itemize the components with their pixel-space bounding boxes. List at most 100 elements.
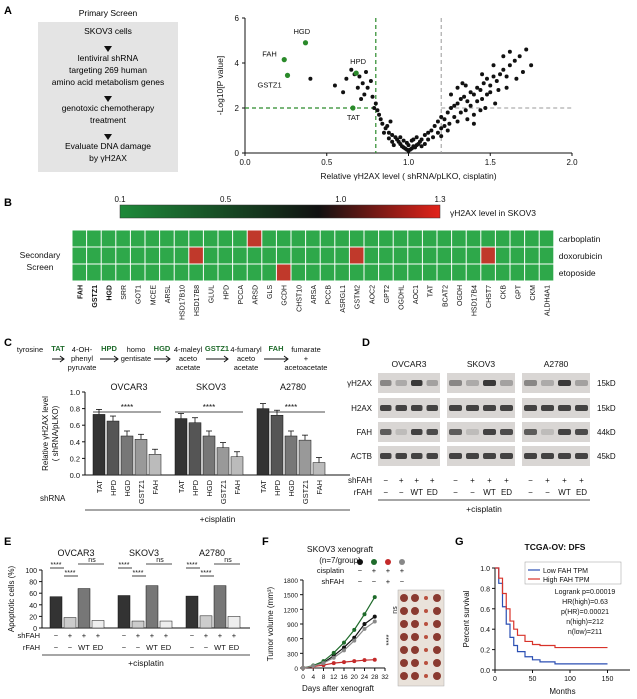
data-point (380, 121, 385, 126)
blot-shfah-sign: − (383, 476, 388, 485)
sig-label: ns (156, 557, 164, 564)
sig-label: **** (203, 403, 215, 412)
data-point (363, 70, 368, 74)
blot-shfah-sign: − (453, 476, 458, 485)
data-point (475, 99, 480, 104)
data-point (471, 112, 476, 117)
bar (117, 595, 131, 629)
data-point (498, 72, 503, 77)
shfah-sign: + (68, 631, 73, 640)
blot-rfah-sign: WT (411, 488, 424, 497)
blot-cell-title: SKOV3 (467, 359, 496, 369)
data-point (465, 117, 470, 122)
legend-sign: + (386, 577, 391, 586)
screen-step-shrna-1: lentiviral shRNA (78, 53, 139, 63)
y-tick-label: 0.4 (480, 627, 490, 634)
blot-strip (378, 398, 440, 418)
tumor-sample (433, 646, 441, 654)
tumor-sample (411, 646, 419, 654)
heatmap-gene-label: GSTM2 (355, 285, 362, 309)
blot-band (380, 429, 392, 435)
data-point (463, 108, 468, 113)
heatmap-gene-label: CKB (501, 285, 508, 300)
y-tick-label: 0.8 (480, 586, 490, 593)
x-tick-label: 4 (311, 674, 315, 681)
heatmap-row-label: etoposide (559, 268, 596, 278)
growth-point (331, 650, 336, 655)
data-point (452, 115, 457, 119)
scale-tick-label: 0.1 (114, 195, 126, 204)
data-point (439, 134, 444, 139)
heatmap-row-label: carboplatin (559, 234, 601, 244)
growth-point (342, 648, 346, 653)
data-point (419, 144, 424, 149)
data-point (491, 63, 496, 68)
y-axis-title: ( shRNA/pLKO) (51, 405, 60, 461)
category-label: FAH (233, 480, 242, 495)
data-point (388, 119, 393, 124)
y-tick-label: 0 (33, 626, 37, 633)
heatmap-gene-label: OGDHL (399, 285, 406, 310)
data-point (514, 76, 519, 81)
data-point (341, 90, 346, 95)
pathway-metabolite: acetate (234, 363, 259, 372)
data-point (370, 94, 375, 99)
side-label-1: Secondary (20, 250, 61, 260)
x-tick-label: 28 (371, 674, 379, 681)
y-tick-label: 0 (294, 666, 298, 673)
group-title: SKOV3 (196, 382, 226, 392)
data-point (463, 83, 468, 88)
screen-title: Primary Screen (79, 8, 138, 18)
bar (174, 418, 188, 476)
data-point (439, 115, 444, 119)
growth-point (342, 660, 346, 665)
highlight-label: FAH (262, 50, 277, 59)
blot-rfah-sign: WT (558, 488, 571, 497)
growth-point (301, 666, 305, 670)
data-point (458, 97, 463, 101)
y-axis-title: Tumor volume (mm³) (266, 586, 275, 661)
x-tick-label: 0.0 (239, 158, 251, 167)
heatmap-gene-label: ARSD (253, 285, 260, 304)
blot-rfah-sign: ED (501, 488, 512, 497)
pathway-metabolite: aceto (179, 354, 197, 363)
blot-rfah-sign: ED (576, 488, 587, 497)
blot-shfah-sign: + (562, 476, 567, 485)
data-point (529, 63, 534, 68)
x-tick-label: 12 (330, 674, 338, 681)
growth-line (302, 596, 376, 669)
data-point (504, 85, 509, 90)
pathway-metabolite: 4-OH- (72, 345, 93, 354)
data-point (357, 74, 362, 79)
heatmap-gene-label: ASRGL1 (340, 285, 347, 313)
tumor-sample (433, 607, 441, 615)
x-axis-title: Months (549, 687, 575, 696)
blot-band (380, 405, 392, 411)
category-label: GSTZ1 (137, 480, 146, 504)
tumor-sample (424, 635, 428, 639)
blot-band (558, 405, 571, 411)
growth-point (331, 655, 336, 660)
legend-box (524, 561, 622, 585)
blot-band (524, 405, 537, 411)
blot-strip (378, 373, 440, 393)
x-axis-title: Days after xenograft (302, 684, 375, 693)
blot-band (426, 405, 438, 411)
group-title: OVCAR3 (110, 382, 147, 392)
heatmap-gene-label: HGD (107, 285, 114, 301)
pathway-metabolite: + (304, 354, 309, 363)
y-tick-label: 900 (287, 622, 298, 629)
data-point (362, 92, 367, 97)
bar (216, 447, 230, 476)
heatmap-gene-label: CHST10 (296, 285, 303, 312)
tumor-sample (433, 620, 441, 628)
blot-band (466, 453, 479, 459)
blot-strip (522, 373, 590, 393)
tumor-sample (424, 674, 428, 678)
western-blot: OVCAR3 SKOV3 A2780 γH2AX 15kD H2AX 15kD FAH 44kD… (347, 359, 616, 514)
data-point (458, 110, 463, 115)
growth-point (331, 661, 336, 666)
blot-strip (447, 422, 515, 442)
heatmap-gene-label: HSD17B10 (180, 285, 187, 320)
